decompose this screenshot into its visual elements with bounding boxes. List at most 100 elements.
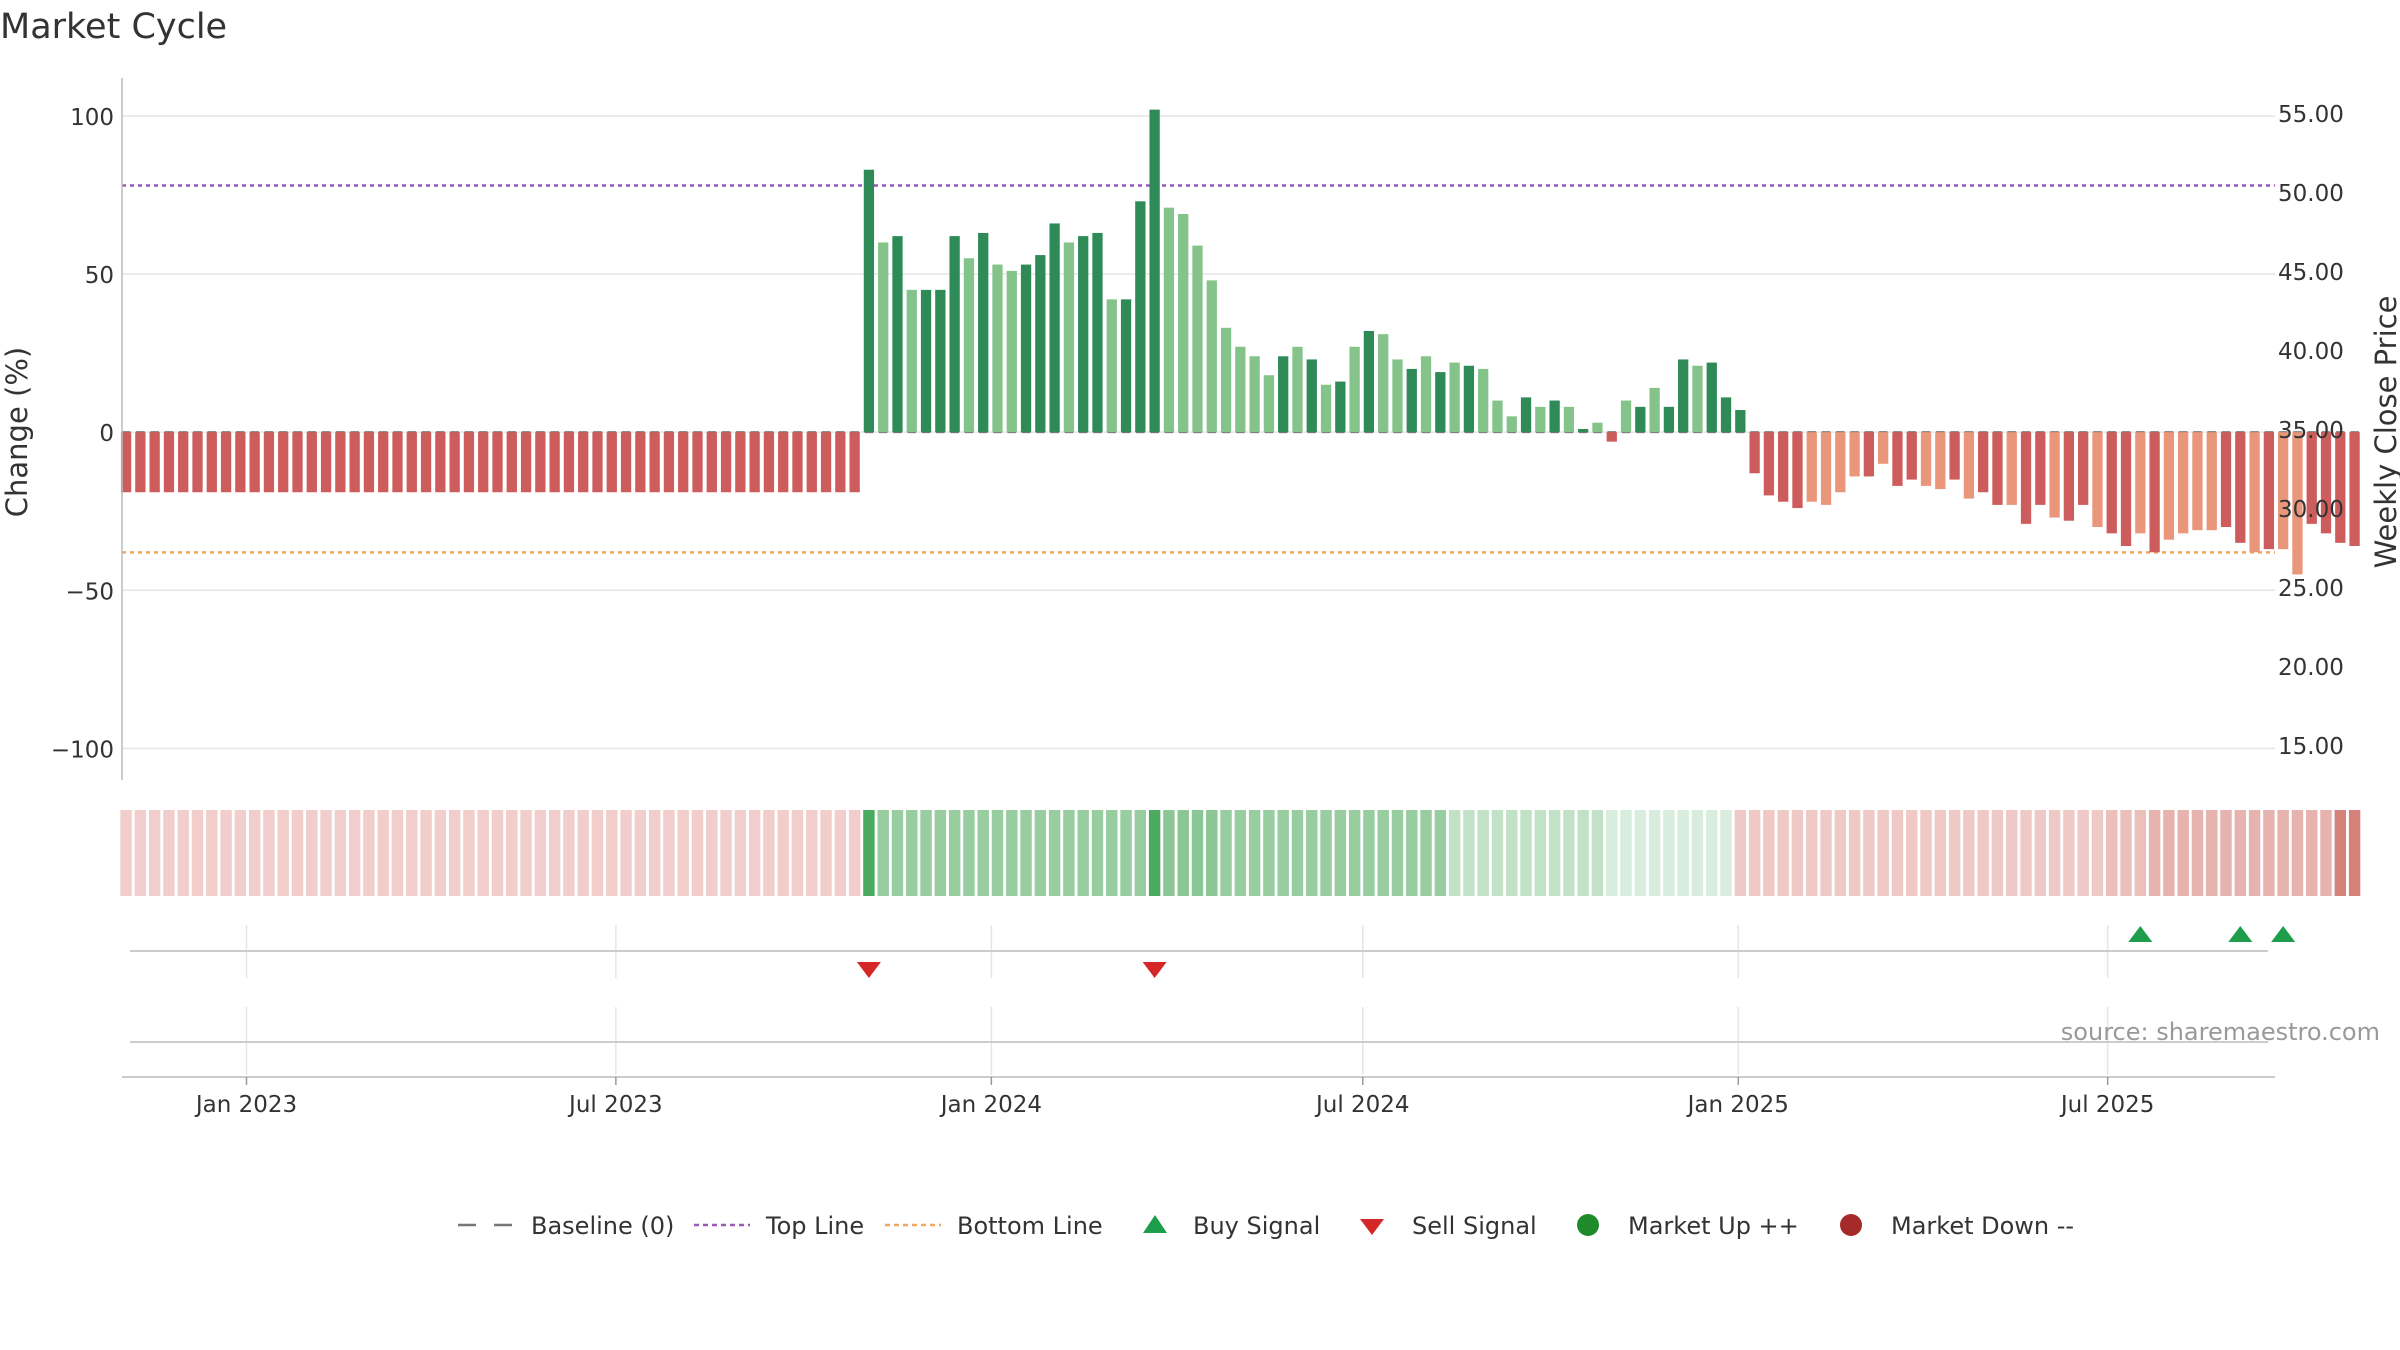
band-cell <box>2348 810 2361 896</box>
bar <box>2049 432 2060 518</box>
band-cell <box>177 810 189 896</box>
band-cell <box>891 810 904 896</box>
bar <box>2178 432 2189 534</box>
band-cell <box>748 810 761 896</box>
bar <box>1492 400 1503 433</box>
bar <box>1692 365 1703 433</box>
band-cell <box>1577 810 1589 896</box>
empty-strip <box>130 1007 2268 1075</box>
bar <box>1378 334 1389 433</box>
bar <box>878 242 889 433</box>
band-cell <box>2306 810 2318 896</box>
legend-label: Baseline (0) <box>531 1212 674 1240</box>
band-cell <box>120 810 132 896</box>
band-cell <box>1291 810 1304 896</box>
band-cell <box>934 810 947 896</box>
bar <box>1106 299 1117 433</box>
band-cell <box>248 810 261 896</box>
bar <box>1406 368 1417 433</box>
bar <box>620 432 632 493</box>
bar <box>1349 346 1360 433</box>
band-cell <box>1720 810 1732 896</box>
band-cell <box>1563 810 1575 896</box>
band-cell <box>2220 810 2232 896</box>
bar-series <box>120 109 2360 575</box>
band-cell <box>2177 810 2189 896</box>
bar <box>1035 255 1046 433</box>
band-cell <box>1463 810 1475 896</box>
band-cell <box>1263 810 1275 896</box>
bar <box>2292 432 2303 575</box>
buy-signal-marker <box>2271 926 2296 942</box>
bar <box>1606 432 1617 442</box>
bar <box>1478 368 1489 433</box>
band-cell <box>577 810 589 896</box>
band-cell <box>420 810 432 896</box>
bar <box>378 432 389 493</box>
bar <box>192 432 203 493</box>
bar <box>549 432 560 493</box>
bar <box>1778 432 1789 502</box>
phase-band <box>120 810 2361 896</box>
bar <box>663 432 675 493</box>
band-cell <box>848 810 861 896</box>
x-axis: Jan 2023 Jul 2023 Jan 2024 Jul 2024 Jan 2025… <box>122 1076 2275 1118</box>
bar <box>2035 432 2046 505</box>
band-cell <box>1634 810 1647 896</box>
bar <box>1906 432 1917 480</box>
band-cell <box>334 810 347 896</box>
band-cell <box>520 810 532 896</box>
y2-tick-label: 50.00 <box>2278 181 2344 207</box>
band-cell <box>1163 810 1175 896</box>
band-cell <box>1891 810 1904 896</box>
bar <box>249 432 260 493</box>
band-cell <box>2048 810 2061 896</box>
band-cell <box>1206 810 1218 896</box>
band-cell <box>406 810 418 896</box>
bar <box>420 432 432 493</box>
bar <box>1078 236 1089 433</box>
bar <box>1449 362 1460 433</box>
bar <box>2263 432 2275 550</box>
bar <box>2092 432 2103 528</box>
bar <box>1992 432 2003 505</box>
x-tick-label: Jul 2025 <box>2059 1092 2155 1118</box>
band-cell <box>1063 810 1075 896</box>
bar <box>1292 346 1303 433</box>
bar <box>2135 432 2146 534</box>
bar <box>1878 432 1889 464</box>
bar <box>978 232 989 433</box>
bar <box>2063 432 2075 521</box>
bar <box>1163 207 1175 433</box>
buy-signal-marker <box>2228 926 2253 942</box>
band-cell <box>1877 810 1889 896</box>
bar <box>2306 432 2317 524</box>
bar <box>349 432 360 493</box>
bar <box>1549 400 1560 433</box>
sell-signal-marker <box>1142 962 1167 978</box>
legend-label: Bottom Line <box>957 1212 1103 1240</box>
bar <box>1363 330 1375 433</box>
legend-item: Market Up ++ <box>1577 1212 1799 1240</box>
band-cell <box>877 810 889 896</box>
legend-swatch <box>1577 1214 1599 1236</box>
band-cell <box>1934 810 1947 896</box>
band-cell <box>206 810 218 896</box>
bar <box>292 432 303 493</box>
y2-tick-label: 55.00 <box>2278 102 2344 128</box>
bar <box>1392 359 1403 433</box>
y-axis-title: Change (%) <box>0 347 34 517</box>
band-cell <box>1691 810 1704 896</box>
axes: 100 50 0 −50 −100 55.00 50.00 45.00 40.00 35.00 30… <box>51 78 2344 780</box>
band-cell <box>991 810 1004 896</box>
band-cell <box>220 810 232 896</box>
band-cell <box>1763 810 1775 896</box>
band-cell <box>2091 810 2104 896</box>
band-cell <box>134 810 147 896</box>
legend-label: Market Down -- <box>1891 1212 2074 1240</box>
band-cell <box>534 810 547 896</box>
bar <box>463 432 475 493</box>
band-cell <box>906 810 918 896</box>
bar <box>1949 432 1960 480</box>
band-cell <box>434 810 447 896</box>
